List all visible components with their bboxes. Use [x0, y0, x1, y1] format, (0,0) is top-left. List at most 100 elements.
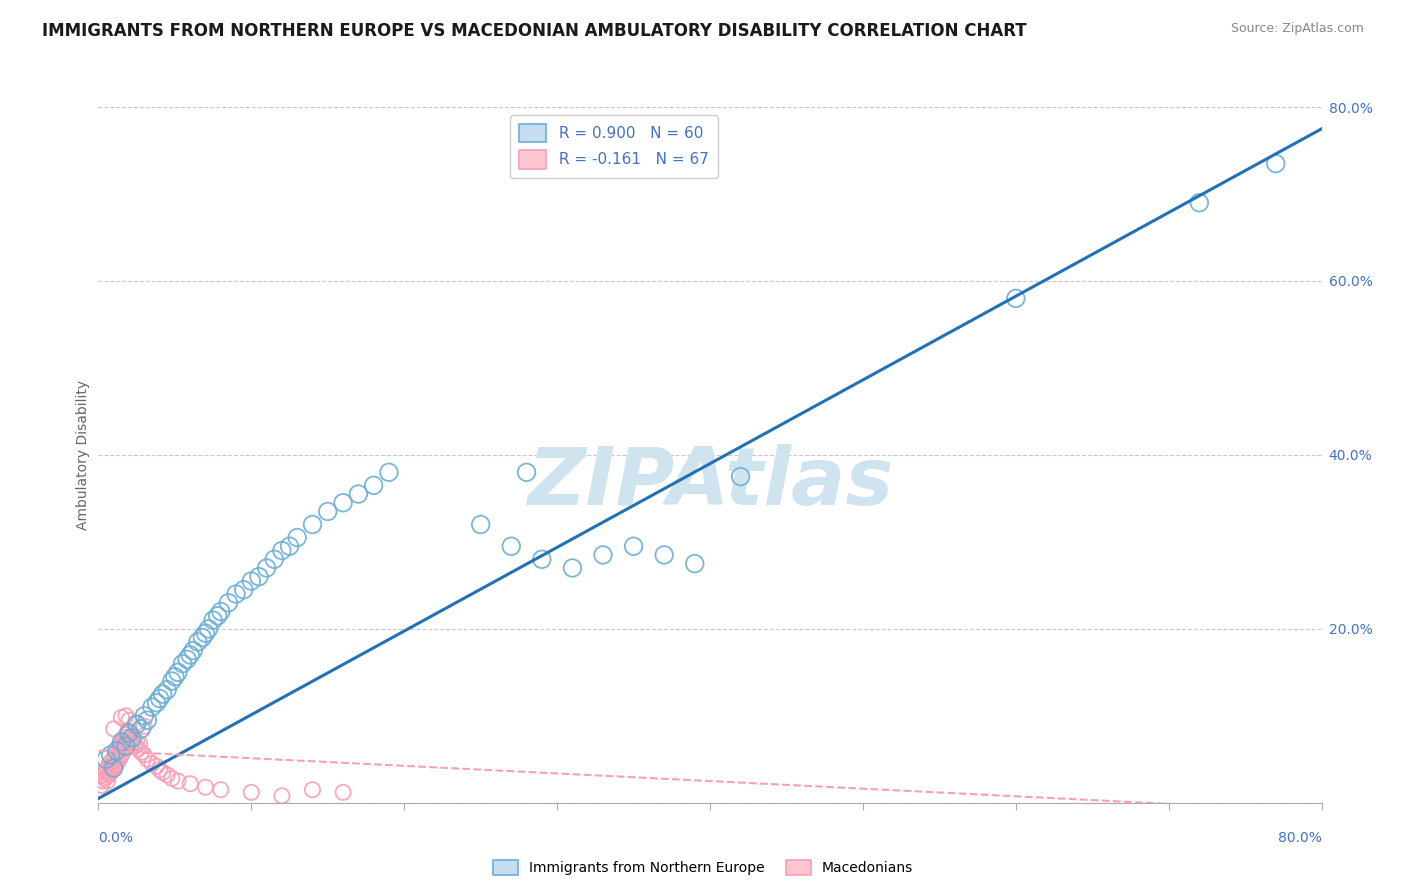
- Point: [125, 715, 148, 730]
- Point: [209, 782, 232, 797]
- Point: [94, 763, 117, 777]
- Point: [194, 780, 217, 794]
- Point: [103, 761, 125, 775]
- Text: Source: ZipAtlas.com: Source: ZipAtlas.com: [1230, 22, 1364, 36]
- Point: [91, 774, 114, 789]
- Point: [167, 665, 190, 680]
- Legend: Immigrants from Northern Europe, Macedonians: Immigrants from Northern Europe, Macedon…: [488, 855, 918, 880]
- Point: [108, 750, 131, 764]
- Point: [301, 782, 323, 797]
- Point: [91, 768, 114, 782]
- Point: [194, 626, 217, 640]
- Point: [103, 750, 125, 764]
- Point: [105, 756, 128, 771]
- Point: [100, 765, 122, 780]
- Point: [202, 613, 225, 627]
- Point: [530, 552, 553, 566]
- Point: [301, 517, 323, 532]
- Point: [256, 561, 278, 575]
- Point: [94, 752, 117, 766]
- Point: [278, 539, 301, 553]
- Point: [225, 587, 247, 601]
- Point: [1004, 291, 1026, 305]
- Point: [127, 742, 149, 756]
- Point: [270, 789, 292, 803]
- Point: [104, 747, 127, 762]
- Point: [172, 657, 194, 671]
- Point: [263, 552, 285, 566]
- Point: [110, 737, 132, 751]
- Point: [117, 737, 139, 751]
- Point: [332, 785, 354, 799]
- Point: [156, 768, 179, 782]
- Point: [501, 539, 523, 553]
- Point: [149, 763, 172, 777]
- Point: [111, 745, 134, 759]
- Point: [152, 765, 174, 780]
- Point: [103, 761, 125, 775]
- Point: [129, 722, 152, 736]
- Point: [112, 731, 135, 745]
- Point: [136, 713, 159, 727]
- Point: [110, 747, 132, 762]
- Y-axis label: Ambulatory Disability: Ambulatory Disability: [76, 380, 90, 530]
- Point: [118, 733, 141, 747]
- Point: [163, 670, 186, 684]
- Point: [149, 691, 172, 706]
- Point: [141, 700, 163, 714]
- Point: [118, 724, 141, 739]
- Point: [134, 719, 156, 733]
- Point: [125, 735, 148, 749]
- Point: [100, 759, 122, 773]
- Point: [115, 728, 138, 742]
- Point: [107, 744, 129, 758]
- Point: [103, 722, 125, 736]
- Text: ZIPAtlas: ZIPAtlas: [527, 443, 893, 522]
- Point: [104, 759, 127, 773]
- Point: [98, 756, 121, 771]
- Point: [134, 708, 156, 723]
- Point: [623, 539, 645, 553]
- Point: [117, 726, 139, 740]
- Point: [316, 504, 339, 518]
- Point: [105, 744, 128, 758]
- Text: 80.0%: 80.0%: [1278, 830, 1322, 845]
- Point: [105, 745, 128, 759]
- Point: [101, 754, 124, 768]
- Point: [94, 770, 117, 784]
- Point: [107, 754, 129, 768]
- Point: [240, 574, 263, 588]
- Point: [136, 752, 159, 766]
- Legend:  R = 0.900   N = 60,  R = -0.161   N = 67: R = 0.900 N = 60, R = -0.161 N = 67: [510, 115, 718, 178]
- Point: [152, 687, 174, 701]
- Point: [100, 747, 122, 762]
- Point: [561, 561, 583, 575]
- Point: [285, 531, 308, 545]
- Point: [121, 737, 143, 751]
- Point: [145, 759, 167, 773]
- Point: [191, 631, 214, 645]
- Point: [110, 735, 132, 749]
- Point: [115, 708, 138, 723]
- Point: [181, 643, 204, 657]
- Point: [683, 557, 706, 571]
- Point: [97, 774, 120, 789]
- Point: [97, 761, 120, 775]
- Text: IMMIGRANTS FROM NORTHERN EUROPE VS MACEDONIAN AMBULATORY DISABILITY CORRELATION : IMMIGRANTS FROM NORTHERN EUROPE VS MACED…: [42, 22, 1026, 40]
- Point: [141, 756, 163, 771]
- Point: [378, 466, 401, 480]
- Point: [179, 777, 201, 791]
- Point: [112, 742, 135, 756]
- Point: [332, 496, 354, 510]
- Point: [179, 648, 201, 662]
- Point: [176, 652, 198, 666]
- Point: [90, 778, 112, 792]
- Point: [1264, 156, 1286, 170]
- Point: [111, 733, 134, 747]
- Point: [93, 772, 115, 786]
- Point: [652, 548, 675, 562]
- Point: [247, 570, 270, 584]
- Point: [209, 605, 232, 619]
- Point: [187, 635, 209, 649]
- Point: [128, 737, 150, 751]
